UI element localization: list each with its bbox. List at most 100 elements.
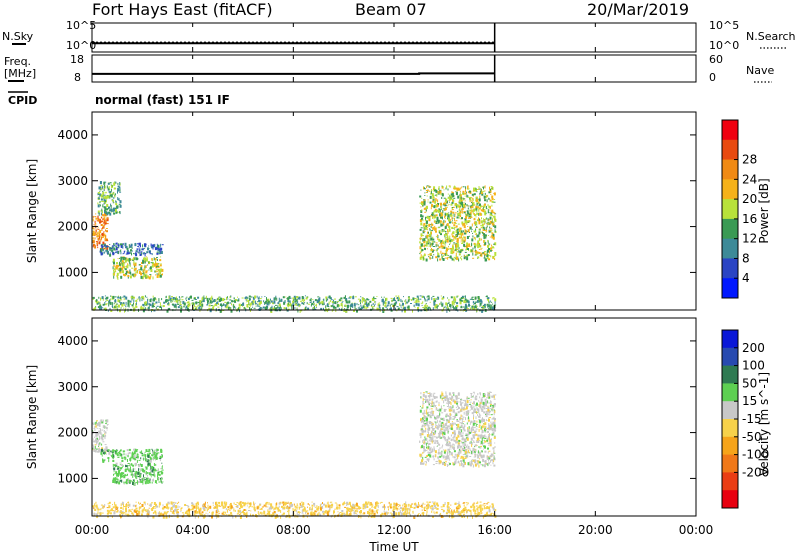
echo-cell — [102, 237, 104, 239]
echo-cell — [466, 445, 467, 448]
echo-cell — [285, 296, 287, 298]
echo-cell — [270, 309, 272, 312]
echo-cell — [303, 303, 305, 305]
echo-cell — [96, 423, 99, 427]
echo-cell — [158, 473, 161, 476]
echo-cell — [208, 307, 211, 310]
echo-cell — [473, 427, 475, 429]
echo-cell — [329, 297, 332, 300]
echo-cell — [145, 274, 148, 277]
echo-cell — [453, 224, 456, 227]
echo-cell — [461, 186, 463, 188]
echo-cell — [484, 440, 487, 443]
echo-cell — [286, 309, 289, 312]
echo-cell — [450, 193, 452, 196]
echo-cell — [127, 473, 128, 476]
echo-cell — [423, 442, 425, 444]
echo-cell — [121, 475, 124, 478]
echo-cell — [419, 409, 422, 413]
echo-cell — [461, 221, 464, 225]
echo-cell — [140, 272, 143, 276]
echo-cell — [487, 400, 489, 404]
echo-cell — [435, 189, 438, 193]
echo-cell — [464, 446, 465, 449]
echo-cell — [475, 433, 478, 436]
echo-cell — [417, 297, 419, 301]
echo-cell — [106, 204, 109, 207]
echo-cell — [233, 300, 235, 302]
echo-cell — [119, 204, 122, 208]
echo-cell — [472, 197, 474, 200]
echo-cell — [124, 242, 127, 246]
echo-cell — [458, 392, 460, 394]
echo-cell — [437, 458, 439, 460]
echo-cell — [435, 214, 438, 217]
echo-cell — [421, 445, 424, 449]
echo-cell — [482, 209, 485, 212]
echo-cell — [492, 216, 494, 218]
echo-cell — [482, 464, 484, 467]
echo-cell — [98, 424, 100, 427]
echo-cell — [227, 306, 230, 310]
echo-cell — [296, 298, 298, 301]
echo-cell — [445, 252, 448, 256]
echo-cell — [136, 298, 139, 300]
echo-cell — [433, 442, 436, 444]
echo-cell — [428, 217, 431, 220]
echo-cell — [423, 402, 425, 404]
echo-cell — [440, 240, 443, 244]
echo-cell — [452, 246, 454, 250]
echo-cell — [430, 237, 433, 241]
velocity-echo-layer — [92, 391, 497, 519]
echo-cell — [453, 430, 456, 434]
echo-cell — [467, 255, 469, 257]
echo-cell — [180, 306, 182, 309]
echo-cell — [460, 209, 463, 211]
echo-cell — [432, 410, 434, 414]
echo-cell — [462, 423, 464, 425]
echo-cell — [294, 307, 296, 309]
echo-cell — [147, 462, 150, 466]
echo-cell — [473, 236, 475, 239]
echo-cell — [197, 296, 200, 299]
echo-cell — [468, 235, 470, 237]
echo-cell — [449, 397, 452, 400]
echo-cell — [436, 206, 438, 208]
echo-cell — [421, 209, 423, 212]
echo-cell — [95, 440, 98, 444]
echo-cell — [435, 421, 437, 424]
echo-cell — [492, 218, 493, 222]
echo-cell — [471, 209, 473, 213]
echo-cell — [463, 211, 466, 213]
echo-cell — [440, 192, 442, 196]
echo-cell — [148, 462, 151, 466]
echo-cell — [488, 229, 491, 233]
echo-cell — [113, 208, 115, 212]
echo-cell — [144, 307, 146, 311]
echo-cell — [480, 188, 482, 192]
echo-cell — [113, 196, 115, 199]
echo-cell — [112, 200, 114, 204]
echo-cell — [291, 307, 293, 310]
echo-cell — [448, 218, 450, 222]
echo-cell — [451, 454, 453, 456]
echo-cell — [94, 425, 96, 429]
echo-cell — [447, 425, 450, 428]
echo-cell — [110, 205, 112, 208]
echo-cell — [419, 432, 422, 436]
echo-cell — [492, 233, 495, 236]
echo-cell — [475, 251, 478, 254]
echo-cell — [104, 245, 106, 247]
echo-cell — [450, 424, 453, 428]
echo-cell — [325, 305, 327, 309]
echo-cell — [451, 192, 454, 195]
echo-cell — [494, 452, 496, 454]
echo-cell — [153, 468, 156, 470]
echo-cell — [345, 309, 348, 313]
echo-cell — [429, 253, 432, 255]
echo-cell — [489, 213, 492, 216]
echo-cell — [129, 260, 131, 264]
echo-cell — [467, 301, 470, 304]
echo-cell — [266, 299, 269, 301]
